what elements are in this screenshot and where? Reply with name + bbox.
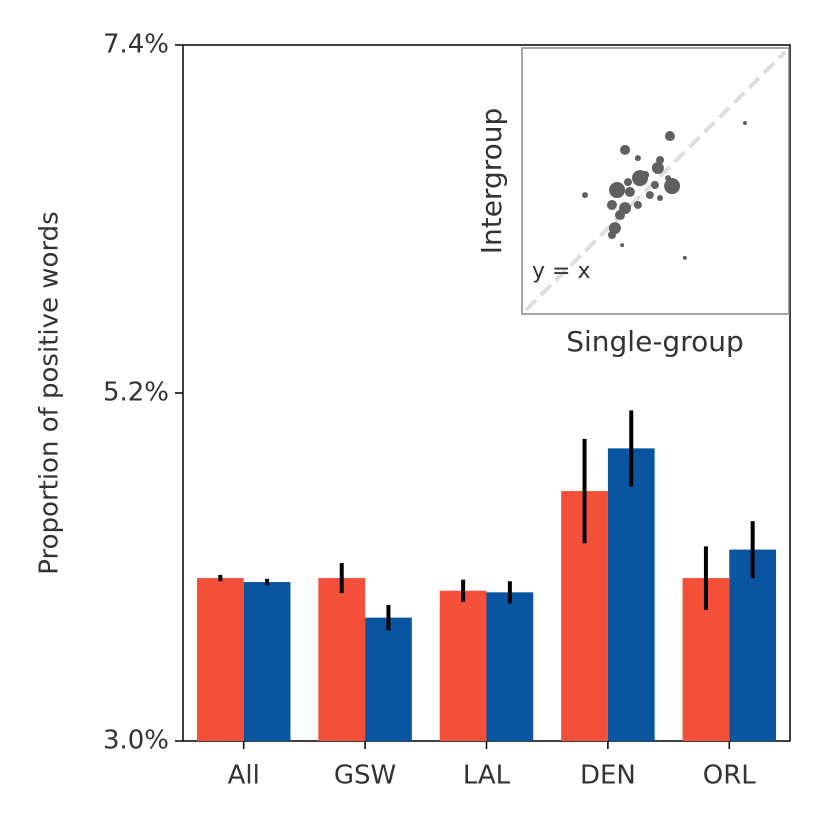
scatter-point xyxy=(664,178,681,195)
bar xyxy=(486,592,534,741)
scatter-point xyxy=(634,155,641,162)
x-tick-label: GSW xyxy=(334,761,396,791)
scatter-point xyxy=(620,243,625,248)
x-tick-label: All xyxy=(228,761,260,791)
scatter-point xyxy=(664,131,675,142)
scatter-point xyxy=(624,186,635,197)
bar xyxy=(365,617,412,741)
scatter-point xyxy=(614,210,625,221)
inset-x-label: Single-group xyxy=(566,325,744,358)
inset-y-label: Intergroup xyxy=(475,108,508,255)
scatter-point xyxy=(633,200,642,209)
scatter-point xyxy=(623,178,632,187)
bar xyxy=(607,448,655,741)
x-tick-label: ORL xyxy=(703,761,757,791)
bar xyxy=(318,578,366,741)
bar xyxy=(243,582,291,741)
y-tick-label: 5.2% xyxy=(103,378,169,408)
scatter-point xyxy=(651,161,664,174)
y-axis-label: Proportion of positive words xyxy=(35,211,65,574)
scatter-point xyxy=(632,170,649,187)
x-tick-label: DEN xyxy=(580,761,636,791)
scatter-point xyxy=(742,121,747,126)
scatter-point xyxy=(645,191,654,200)
identity-line xyxy=(524,50,787,312)
bar xyxy=(439,590,487,741)
scatter-point xyxy=(682,255,687,260)
scatter-point xyxy=(620,144,631,155)
scatter-point xyxy=(609,182,626,199)
bar xyxy=(729,549,777,741)
y-tick-label: 7.4% xyxy=(103,30,169,60)
scatter-point xyxy=(582,192,589,199)
inset-frame xyxy=(521,47,790,315)
scatter-point xyxy=(606,199,617,210)
y-tick-label: 3.0% xyxy=(103,726,169,756)
scatter-point xyxy=(607,230,616,239)
bar xyxy=(196,578,244,741)
inset-annotation: y = x xyxy=(532,259,590,284)
scatter-point xyxy=(657,195,664,202)
scatter-point xyxy=(650,180,659,189)
x-tick-label: LAL xyxy=(463,761,511,791)
